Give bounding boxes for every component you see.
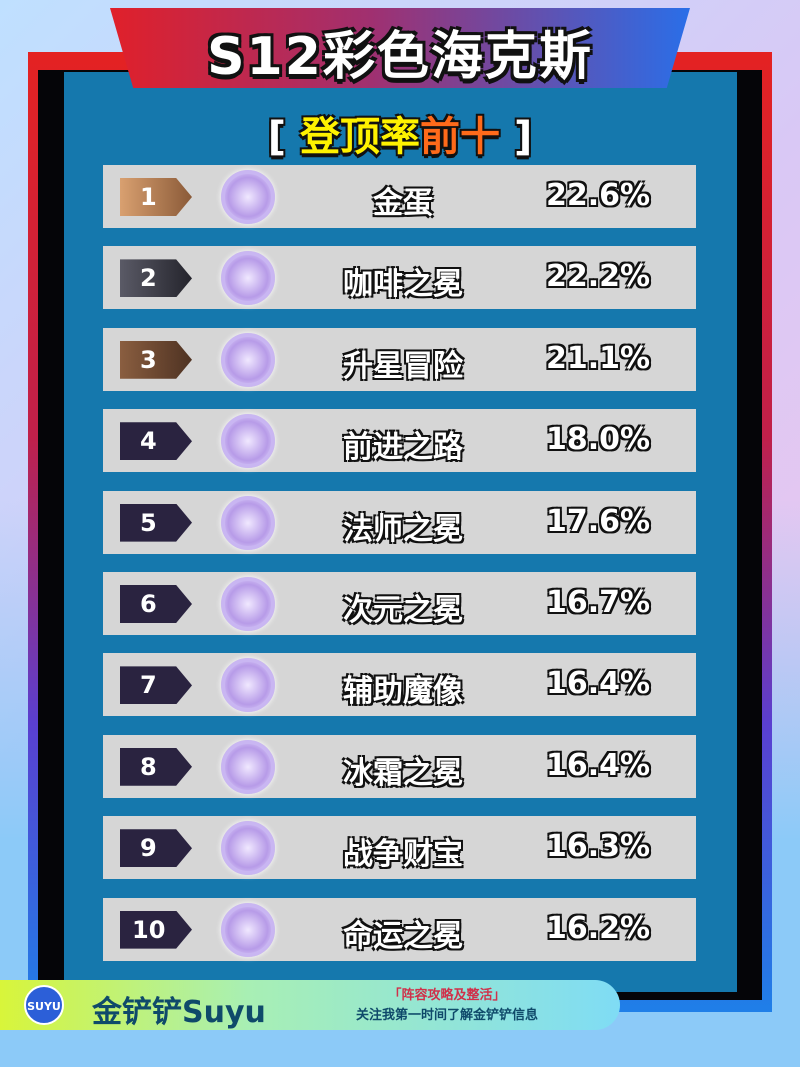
rank-badge: 2	[120, 259, 192, 298]
ranking-row: 2 咖啡之冕 22.2%	[103, 246, 696, 310]
ranking-row: 4 前进之路 18.0%	[103, 409, 696, 473]
frost-crown-icon	[221, 739, 275, 794]
ranking-row: 9 战争财宝 16.3%	[103, 816, 696, 880]
augment-name: 命运之冕	[343, 918, 463, 954]
augment-name: 法师之冕	[343, 511, 463, 547]
ranking-row: 10 命运之冕 16.2%	[103, 897, 696, 961]
war-treasure-icon	[221, 821, 275, 876]
top-rate: 16.4%	[545, 747, 651, 783]
brand-name: 金铲铲Suyu	[92, 995, 266, 1030]
augment-name: 冰霜之冕	[343, 755, 463, 791]
bracket-open: [	[267, 114, 287, 160]
top-rate: 16.2%	[545, 910, 651, 946]
rank-badge: 9	[120, 829, 192, 868]
subtitle-yellow: 登顶率	[300, 114, 420, 160]
top-rate: 18.0%	[545, 422, 651, 458]
subtitle: [ 登顶率前十 ]	[0, 104, 800, 162]
tagline-1: 「阵容攻略及整活」	[388, 988, 506, 1003]
subtitle-orange: 前十	[420, 114, 500, 160]
forward-path-icon	[221, 414, 275, 469]
ranking-row: 8 冰霜之冕 16.4%	[103, 734, 696, 798]
augment-name: 战争财宝	[343, 837, 463, 873]
top-rate: 16.7%	[545, 585, 651, 620]
rank-badge: 6	[120, 585, 192, 623]
top-rate: 22.2%	[545, 259, 651, 295]
ranking-row: 3 升星冒险 21.1%	[103, 327, 696, 391]
support-golem-icon	[221, 658, 275, 713]
augment-name: 咖啡之冕	[343, 267, 463, 303]
top-rate: 22.6%	[545, 178, 651, 213]
bracket-close: ]	[513, 114, 533, 160]
page-title: S12彩色海克斯	[207, 27, 593, 87]
augment-name: 前进之路	[343, 430, 463, 466]
top-rate: 16.4%	[545, 666, 651, 702]
augment-name: 次元之冕	[343, 593, 463, 628]
rank-badge: 3	[120, 340, 192, 379]
top-rate: 17.6%	[545, 503, 651, 539]
golden-egg-icon	[221, 170, 275, 224]
mage-hat-crown-icon	[221, 495, 275, 550]
augment-name: 金蛋	[373, 186, 433, 221]
fate-crown-icon	[221, 902, 275, 957]
augment-name: 辅助魔像	[343, 674, 463, 710]
top-rate: 21.1%	[545, 340, 651, 376]
top-rate: 16.3%	[545, 829, 651, 865]
ranking-row: 6 次元之冕 16.7%	[103, 572, 696, 635]
coffee-crown-icon	[221, 251, 275, 306]
ranking-row: 7 辅助魔像 16.4%	[103, 653, 696, 717]
ranking-row: 1 金蛋 22.6%	[103, 165, 696, 228]
rank-badge: 8	[120, 747, 192, 786]
rank-badge: 10	[120, 910, 192, 949]
rank-badge: 5	[120, 503, 192, 542]
ranking-row: 5 法师之冕 17.6%	[103, 490, 696, 554]
rank-badge: 4	[120, 422, 192, 461]
title-banner	[110, 8, 690, 88]
star-up-adventure-icon	[221, 332, 275, 387]
augment-name: 升星冒险	[343, 348, 463, 384]
brand-logo: SUYU	[24, 985, 64, 1025]
tagline-2: 关注我第一时间了解金铲铲信息	[355, 1008, 538, 1023]
rank-badge: 7	[120, 666, 192, 705]
rank-badge: 1	[120, 178, 192, 216]
dimension-crown-icon	[221, 577, 275, 631]
footer-banner: SUYU 金铲铲Suyu 「阵容攻略及整活」 关注我第一时间了解金铲铲信息	[0, 980, 620, 1030]
